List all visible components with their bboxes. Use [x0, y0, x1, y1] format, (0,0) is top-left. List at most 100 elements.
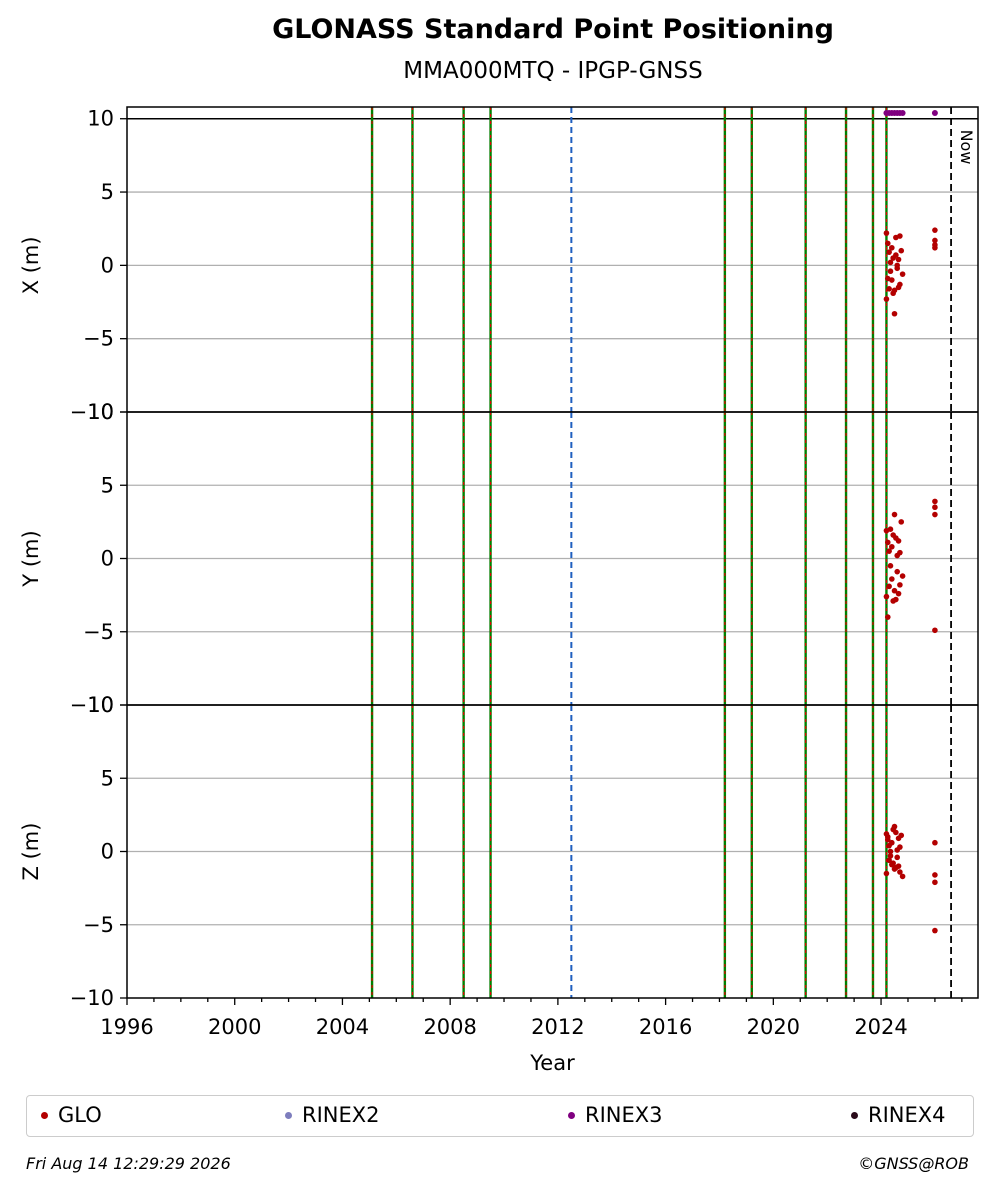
- x-tick-label: 2024: [854, 1015, 907, 1039]
- data-point-glo: [932, 498, 938, 505]
- chart-subtitle: MMA000MTQ - IPGP-GNSS: [403, 58, 703, 84]
- data-point-glo: [887, 526, 894, 532]
- legend-label-rinex2: RINEX2: [302, 1103, 380, 1127]
- x-tick-label: 2016: [639, 1015, 692, 1039]
- legend-marker-rinex2: [285, 1111, 292, 1119]
- data-point-glo: [887, 853, 894, 859]
- x-tick-label: 1996: [100, 1015, 153, 1039]
- data-point-glo: [898, 519, 905, 525]
- data-point-glo: [884, 834, 891, 840]
- data-point-glo: [887, 268, 894, 275]
- data-point-glo: [897, 582, 903, 588]
- data-point-glo: [883, 593, 890, 600]
- legend-label-glo: GLO: [58, 1103, 102, 1127]
- footer-credit: ©GNSS@ROB: [858, 1154, 969, 1173]
- legend-item-glo: GLO: [41, 1103, 102, 1127]
- data-point-glo: [932, 511, 938, 518]
- legend: GLO RINEX2 RINEX3 RINEX4: [26, 1095, 974, 1137]
- data-point-glo: [884, 539, 891, 546]
- y-axis-label: X (m): [19, 236, 43, 294]
- data-point-glo: [891, 511, 898, 518]
- data-point-glo: [894, 262, 901, 269]
- data-point-glo: [883, 870, 890, 877]
- footer-date: Fri Aug 14 12:29:29 2026: [26, 1154, 231, 1173]
- data-point-glo: [895, 863, 902, 869]
- data-point-glo: [899, 873, 906, 880]
- data-point-glo: [894, 568, 901, 575]
- data-point-glo: [932, 839, 938, 846]
- y-tick-label: 5: [101, 473, 114, 497]
- y-tick-label: 0: [101, 840, 114, 864]
- chart-title: GLONASS Standard Point Positioning: [272, 14, 834, 45]
- data-point-glo: [887, 563, 894, 569]
- legend-item-rinex4: RINEX4: [851, 1103, 946, 1127]
- data-point-glo: [890, 598, 896, 604]
- legend-item-rinex3: RINEX3: [568, 1103, 663, 1127]
- y-tick-label: −5: [83, 327, 114, 351]
- data-point-glo: [887, 259, 894, 266]
- legend-marker-rinex4: [851, 1111, 858, 1119]
- data-point-glo: [886, 857, 892, 864]
- data-point-glo: [890, 860, 896, 867]
- data-point-glo: [886, 249, 892, 255]
- y-tick-label: −10: [70, 693, 114, 717]
- data-point-glo: [932, 927, 938, 934]
- legend-item-rinex2: RINEX2: [285, 1103, 380, 1127]
- data-point-glo: [898, 247, 905, 254]
- data-point-glo: [884, 240, 891, 247]
- data-point-glo: [932, 244, 938, 251]
- data-point-glo: [895, 284, 902, 291]
- data-point-glo: [891, 823, 898, 830]
- x-tick-label: 2012: [531, 1015, 584, 1039]
- data-point-glo: [890, 290, 896, 297]
- legend-marker-glo: [41, 1111, 48, 1119]
- now-label: Now: [957, 130, 976, 165]
- y-tick-label: −10: [70, 986, 114, 1010]
- data-point-glo: [886, 548, 892, 554]
- data-point-rinex3: [899, 110, 906, 116]
- data-point-glo: [899, 271, 906, 277]
- y-tick-label: −5: [83, 913, 114, 937]
- x-tick-label: 2008: [423, 1015, 476, 1039]
- data-point-glo: [899, 573, 906, 579]
- data-point-glo: [898, 832, 905, 839]
- plot-frame: [126, 106, 979, 999]
- data-point-glo: [932, 627, 938, 634]
- data-point-glo: [895, 256, 902, 263]
- legend-label-rinex3: RINEX3: [585, 1103, 663, 1127]
- y-tick-label: 0: [101, 253, 114, 277]
- data-point-glo: [886, 286, 892, 292]
- data-point-glo: [884, 614, 891, 620]
- data-point-glo: [932, 872, 938, 878]
- x-tick-label: 2004: [316, 1015, 369, 1039]
- y-tick-label: −5: [83, 620, 114, 644]
- y-axis-label: Y (m): [19, 530, 43, 587]
- y-tick-label: 5: [101, 180, 114, 204]
- data-point-glo: [894, 854, 901, 861]
- data-point-glo: [897, 844, 903, 850]
- data-point-glo: [886, 583, 892, 590]
- y-axis-label: Z (m): [19, 823, 43, 881]
- x-tick-label: 2000: [208, 1015, 261, 1039]
- data-point-glo: [889, 543, 895, 550]
- legend-label-rinex4: RINEX4: [868, 1103, 946, 1127]
- y-tick-label: 10: [87, 400, 114, 424]
- y-tick-label: 10: [87, 107, 114, 131]
- data-point-glo: [893, 252, 899, 258]
- data-point-glo: [884, 275, 891, 282]
- x-tick-label: 2020: [747, 1015, 800, 1039]
- data-point-glo: [897, 549, 903, 556]
- data-point-glo: [897, 233, 903, 239]
- data-point-glo: [932, 227, 938, 233]
- y-tick-label: 5: [101, 766, 114, 790]
- data-point-glo: [883, 230, 890, 236]
- data-point-glo: [895, 590, 902, 597]
- data-point-glo: [932, 879, 938, 886]
- legend-marker-rinex3: [568, 1111, 575, 1119]
- data-point-rinex3: [931, 110, 938, 116]
- data-point-glo: [883, 296, 890, 302]
- data-point-glo: [891, 587, 898, 594]
- data-point-glo: [891, 310, 898, 317]
- y-tick-label: −10: [70, 400, 114, 424]
